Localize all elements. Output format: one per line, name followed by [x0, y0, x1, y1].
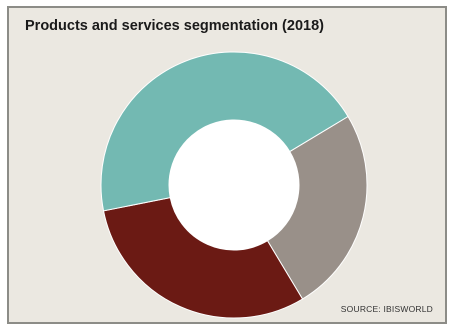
donut-hole [169, 120, 299, 250]
chart-title: Products and services segmentation (2018… [25, 18, 324, 34]
chart-panel: Products and services segmentation (2018… [7, 6, 447, 324]
source-label: SOURCE: IBISWORLD [340, 304, 433, 314]
donut-chart [100, 51, 368, 319]
